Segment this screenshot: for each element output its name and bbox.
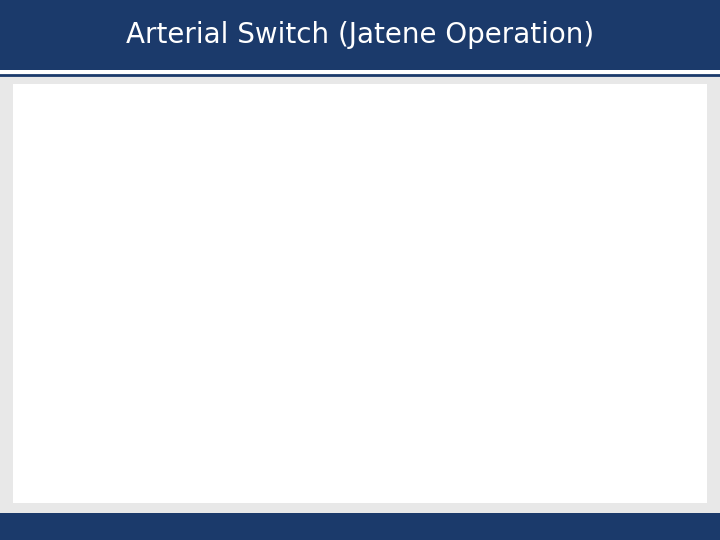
Polygon shape bbox=[73, 212, 258, 433]
FancyBboxPatch shape bbox=[320, 392, 327, 403]
FancyBboxPatch shape bbox=[320, 88, 327, 99]
Text: aorta root and attached to PA on: aorta root and attached to PA on bbox=[352, 481, 615, 496]
Text: Arterial Switch (Jatene Operation): Arterial Switch (Jatene Operation) bbox=[126, 21, 594, 49]
Text: Requires good LV function: Requires good LV function bbox=[352, 211, 561, 226]
Text: Coronary arteries excised from: Coronary arteries excised from bbox=[352, 447, 600, 462]
Text: Aorta attached to LV: Aorta attached to LV bbox=[352, 346, 516, 361]
Text: at take-off from heart: at take-off from heart bbox=[352, 295, 526, 310]
Text: correction – Dependent on the level: correction – Dependent on the level bbox=[352, 126, 640, 141]
FancyBboxPatch shape bbox=[320, 206, 327, 218]
FancyBboxPatch shape bbox=[320, 256, 327, 268]
Text: Most commonly performed surgical: Most commonly performed surgical bbox=[352, 92, 636, 107]
Polygon shape bbox=[108, 178, 209, 222]
FancyBboxPatch shape bbox=[320, 442, 327, 454]
Text: LV: LV bbox=[352, 515, 370, 529]
FancyBboxPatch shape bbox=[320, 341, 327, 353]
Text: of involvement of the defect: of involvement of the defect bbox=[352, 160, 580, 176]
Text: PA attached to RV: PA attached to RV bbox=[352, 396, 495, 411]
Text: Trunks of PA and aorta transected: Trunks of PA and aorta transected bbox=[352, 261, 624, 276]
